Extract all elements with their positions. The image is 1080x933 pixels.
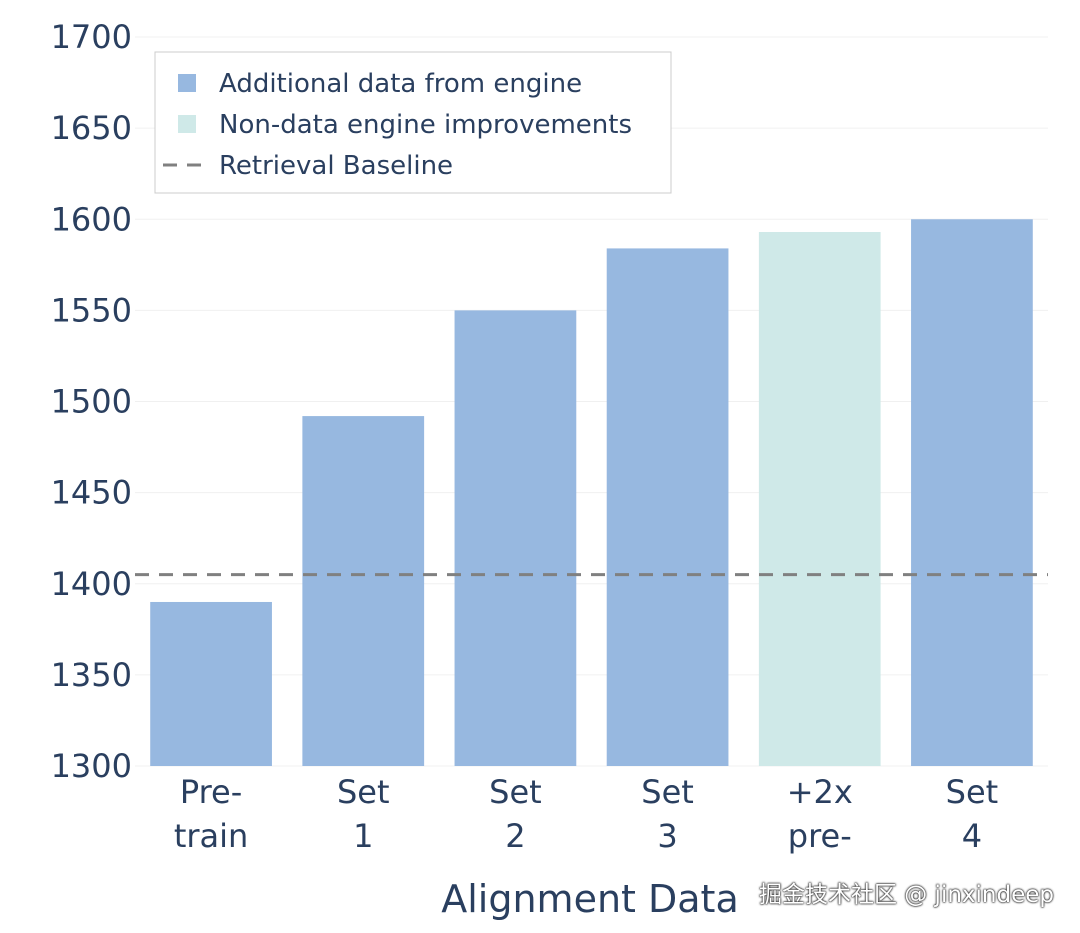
bar-3 [606, 248, 729, 766]
legend-label: Additional data from engine [219, 69, 582, 99]
x-tick-label: Set 1 [337, 773, 390, 855]
x-tick-label: +2x pre- [787, 773, 853, 855]
x-axis-title: Alignment Data [441, 877, 739, 921]
y-tick-label: 1650 [51, 109, 132, 147]
y-tick-label: 1500 [51, 383, 132, 421]
bar-4 [758, 232, 881, 766]
bar-5 [911, 219, 1033, 766]
bar-0 [150, 601, 272, 766]
y-tick-label: 1300 [51, 747, 132, 785]
legend: Additional data from engine Non-data engi… [154, 51, 672, 194]
x-tick-label: Set 2 [489, 773, 542, 855]
legend-swatch [178, 115, 196, 133]
gridlines [135, 36, 1048, 767]
y-tick-label: 1550 [51, 291, 132, 329]
y-axis-ticks: 1300 1350 1400 1450 1500 1550 1600 1650 1700 [51, 18, 132, 785]
x-tick-label: Pre-train [174, 773, 248, 855]
y-tick-label: 1350 [51, 656, 132, 694]
x-tick-label: Set 4 [946, 773, 999, 855]
legend-label: Retrieval Baseline [219, 151, 453, 181]
x-axis-ticks: Pre-train Set 1 Set 2 Set 3 +2x pre- Set 4 [174, 773, 998, 855]
y-tick-label: 1600 [51, 200, 132, 238]
y-tick-label: 1700 [51, 18, 132, 56]
bar-1 [302, 416, 425, 766]
bar-2 [454, 310, 577, 766]
y-tick-label: 1450 [51, 474, 132, 512]
bars [150, 219, 1033, 766]
legend-swatch [178, 74, 196, 92]
legend-label: Non-data engine improvements [219, 110, 632, 140]
watermark: 掘金技术社区 @ jinxindeep [758, 882, 1054, 908]
x-tick-label: Set 3 [641, 773, 694, 855]
y-tick-label: 1400 [51, 565, 132, 603]
legend-box [154, 51, 672, 194]
